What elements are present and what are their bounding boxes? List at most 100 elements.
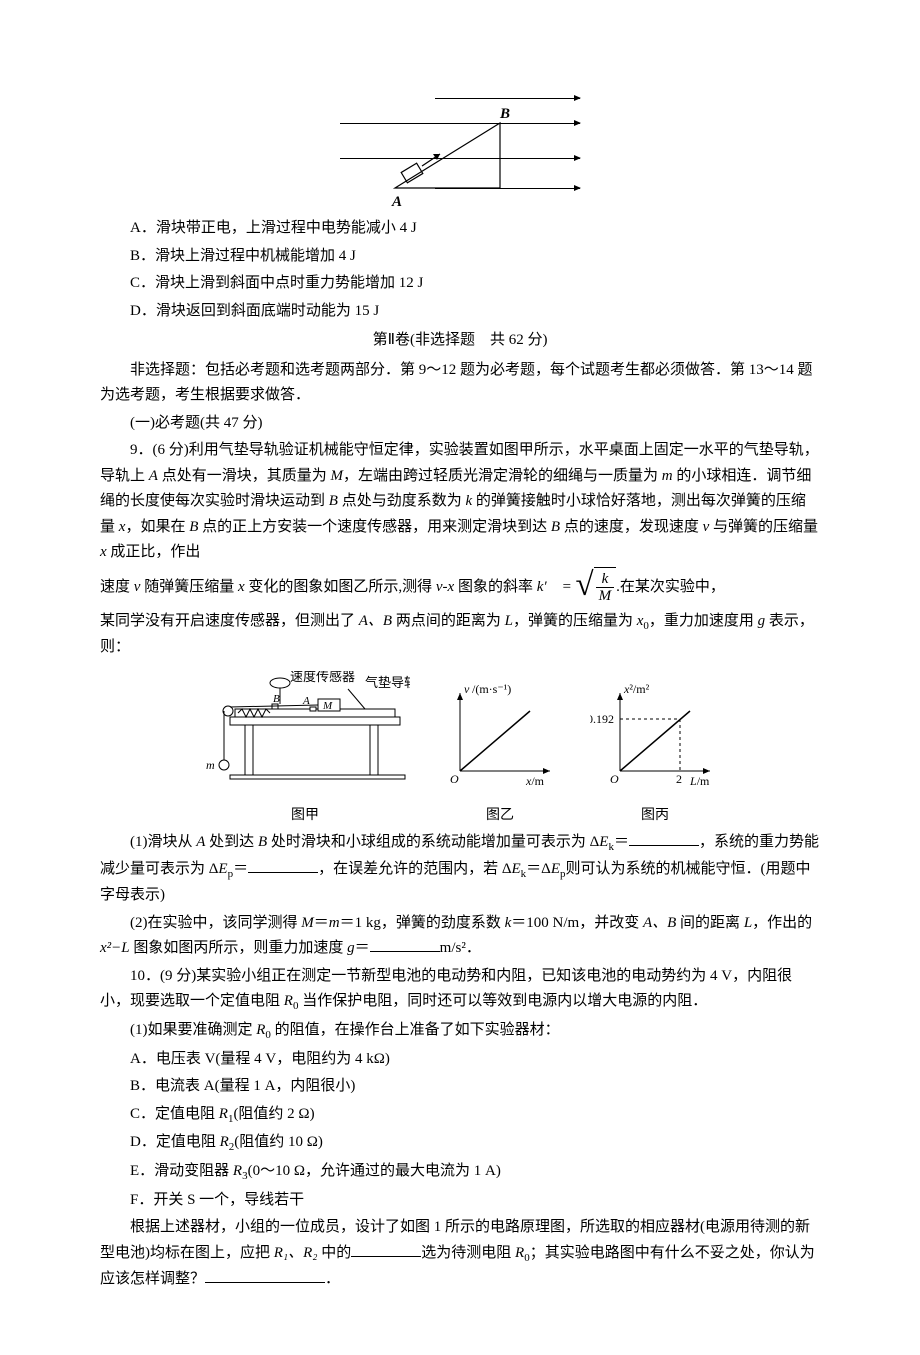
q10-c: C．定值电阻 R1(阻值约 2 Ω) [100,1102,820,1129]
it: R [220,1134,229,1150]
it: R₁、R₂ [274,1245,318,1261]
rail-lbl: 气垫导轨 [365,675,410,690]
blank-input[interactable] [629,845,699,846]
m-cap-lbl: M [322,700,333,712]
t: m/s²． [440,940,481,956]
t: 中的 [318,1245,352,1261]
q8-figure: A B [100,88,820,208]
svg-text:0.192: 0.192 [590,712,614,726]
t: C．定值电阻 [130,1106,219,1122]
t: (2)在实验中，该同学测得 [130,915,301,931]
t: 图象如图丙所示，则重力加速度 [130,940,348,956]
label-a: A [392,190,402,216]
t: 选为待测电阻 [421,1245,515,1261]
blank-input[interactable] [205,1282,325,1283]
t: D．定值电阻 [130,1134,220,1150]
svg-text:v: v [464,682,470,696]
t: ＝Δ [526,861,551,877]
it: B [329,493,338,509]
cap-yi: 图乙 [440,804,560,828]
b-lbl: B [273,693,280,705]
t: 图象的斜率 [454,579,533,595]
cap-jia: 图甲 [200,804,410,828]
it: B [189,519,198,535]
fig-yi: v /(m·s⁻¹) x/m O 图乙 [440,681,560,828]
it: A、B [359,613,392,629]
t: 点处与劲度系数为 [338,493,466,509]
t: (阻值约 10 Ω) [234,1134,323,1150]
fig-jia: 速度传感器 气垫导轨 B A M m 图甲 [200,671,410,828]
svg-text:x/m: x/m [525,774,545,788]
it: A、B [643,915,676,931]
t: ，在误差允许的范围内，若 Δ [318,861,511,877]
q8-option-a: A．滑块带正电，上滑过程中电势能减小 4 J [100,216,820,242]
section-2-title: 第Ⅱ卷(非选择题 共 62 分) [100,328,820,354]
it: E [551,861,560,877]
t: ，如果在 [125,519,189,535]
q8-option-b: B．滑块上滑过程中机械能增加 4 J [100,244,820,270]
bikao-title: (一)必考题(共 47 分) [100,411,820,437]
blank-input[interactable] [248,872,318,873]
t: 与弹簧的压缩量 [709,519,818,535]
it: L [744,915,752,931]
t: 处时滑块和小球组成的系统动能增加量可表示为 Δ [267,834,599,850]
q9-part2: (2)在实验中，该同学测得 M＝m＝1 kg，弹簧的劲度系数 k＝100 N/m… [100,911,820,962]
svg-text:O: O [450,772,459,786]
q10-stem: 10．(9 分)某实验小组正在测定一节新型电池的电动势和内阻，已知该电池的电动势… [100,964,820,1016]
it: R [515,1245,524,1261]
it: R [284,993,293,1009]
t: (0～10 Ω，允许通过的最大电流为 1 A) [248,1163,501,1179]
frac-num: k [596,571,615,589]
t: 某同学没有开启速度传感器，但测出了 [100,613,359,629]
t: 间的距离 [676,915,744,931]
it: A [149,468,158,484]
q10-f: F．开关 S 一个，导线若干 [100,1188,820,1214]
q9-figures: 速度传感器 气垫导轨 B A M m 图甲 v /(m·s⁻¹) x/m O 图… [100,671,820,828]
t: ＝1 kg，弹簧的劲度系数 [340,915,505,931]
t: 速度 [100,579,134,595]
q10-a: A．电压表 V(量程 4 V，电阻约为 4 kΩ) [100,1047,820,1073]
it: M [330,468,343,484]
q10-p1: (1)如果要准确测定 R0 的阻值，在操作台上准备了如下实验器材： [100,1018,820,1045]
fig-bing: x²/m² 0.192 2 L/m O 图丙 [590,681,720,828]
t: (1)滑块从 [130,834,196,850]
t: 当作保护电阻，同时还可以等效到电源内以增大电源的内阻． [298,993,707,1009]
t: (阻值约 2 Ω) [233,1106,314,1122]
q9-part1: (1)滑块从 A 处到达 B 处时滑块和小球组成的系统动能增加量可表示为 ΔEk… [100,830,820,909]
t: 成正比，作出 [107,544,201,560]
svg-text:/(m·s⁻¹): /(m·s⁻¹) [472,682,511,696]
m-sm-lbl: m [206,758,215,772]
q9-stem-1: 9．(6 分)利用气垫导轨验证机械能守恒定律，实验装置如图甲所示，水平桌面上固定… [100,438,820,566]
t: 两点间的距离为 [392,613,505,629]
incline-svg [340,88,580,208]
it: k′ = [537,579,572,595]
t: ，作出的 [752,915,812,931]
it: x²−L [100,940,130,956]
it: x [238,579,245,595]
t: 随弹簧压缩量 [140,579,238,595]
svg-text:O: O [610,772,619,786]
t: 点的正上方安装一个速度传感器，用来测定滑块到达 [198,519,551,535]
t: 的阻值，在操作台上准备了如下实验器材： [271,1022,560,1038]
t: ＝100 N/m，并改变 [511,915,643,931]
it: x [100,544,107,560]
it: m [662,468,673,484]
q10-b: B．电流表 A(量程 1 A，内阻很小) [100,1074,820,1100]
it: v-x [436,579,454,595]
a-lbl: A [302,695,310,707]
svg-text:2: 2 [676,772,682,786]
t: ＝ [233,861,248,877]
svg-text:L/m: L/m [689,774,710,788]
q8-option-d: D．滑块返回到斜面底端时动能为 15 J [100,299,820,325]
it: L [505,613,513,629]
t: 点的速度，发现速度 [560,519,703,535]
t: ． [325,1271,340,1287]
q9-stem-3: 某同学没有开启速度传感器，但测出了 A、B 两点间的距离为 L，弹簧的压缩量为 … [100,609,820,661]
it: M [301,915,314,931]
it: m [329,915,340,931]
q10-p2: 根据上述器材，小组的一位成员，设计了如图 1 所示的电路原理图，所选取的相应器材… [100,1215,820,1293]
blank-input[interactable] [351,1256,421,1257]
t: ＝ [314,915,329,931]
blank-input[interactable] [370,951,440,952]
t: ，弹簧的压缩量为 [513,613,637,629]
